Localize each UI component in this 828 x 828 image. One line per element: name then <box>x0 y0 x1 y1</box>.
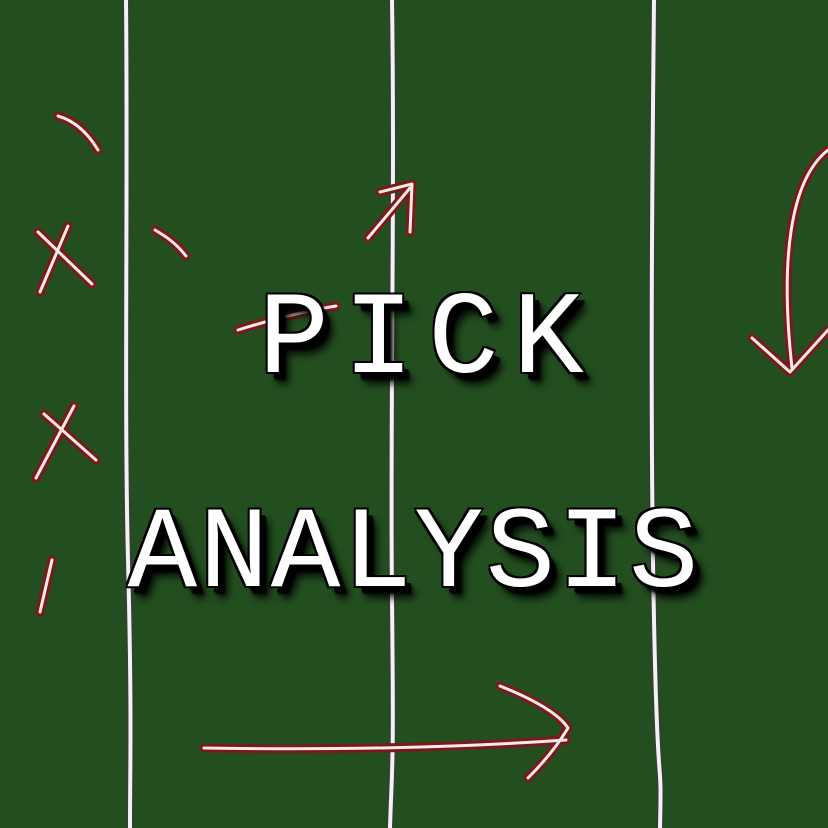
title-line-analysis: ANALYSIS <box>126 489 701 621</box>
title-line-pick: PICK <box>257 275 598 408</box>
yard-lines <box>122 0 665 828</box>
arrow-icon <box>747 145 828 377</box>
x-mark-icon <box>31 401 101 483</box>
route-line-icon <box>233 301 341 335</box>
arrow-icon <box>199 681 573 783</box>
arrow-icon <box>363 179 417 243</box>
yard-line-icon <box>388 0 395 828</box>
route-line-icon <box>53 111 103 155</box>
play-markings <box>31 111 828 783</box>
yard-line-icon <box>649 0 663 828</box>
x-mark-icon <box>33 221 97 297</box>
yard-line-icon <box>124 0 133 828</box>
x-mark-icon <box>35 555 57 617</box>
route-line-icon <box>150 225 191 261</box>
